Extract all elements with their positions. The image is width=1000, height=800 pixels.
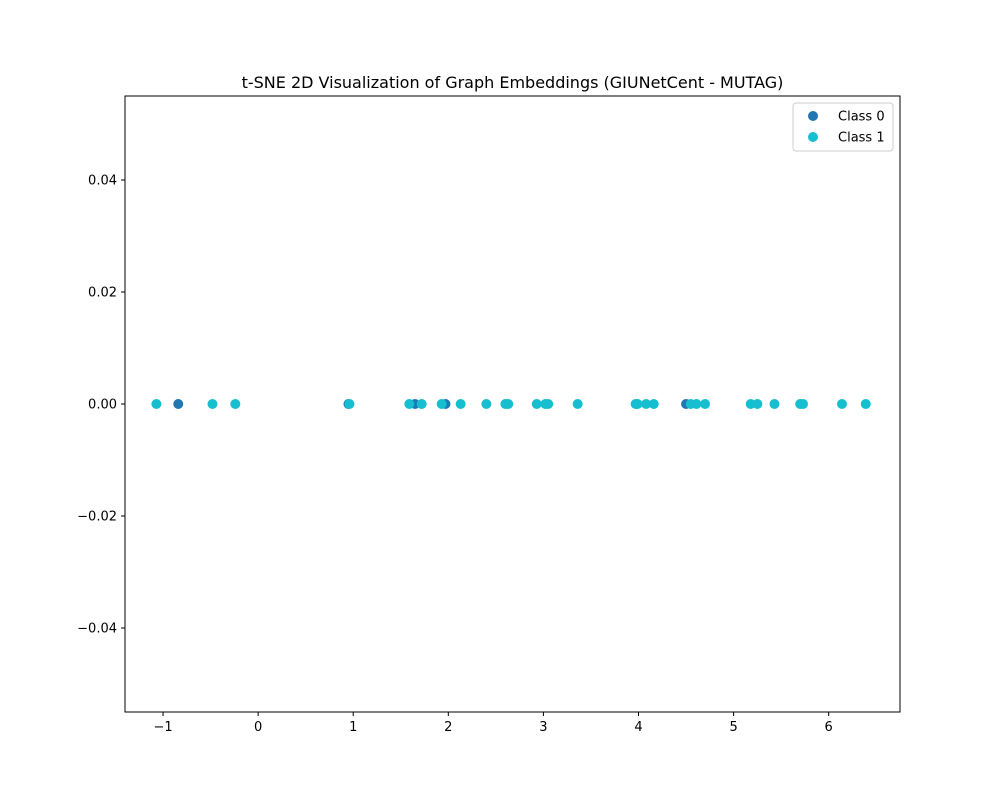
scatter-point-class-1-6 (436, 399, 447, 409)
legend-marker-class-1 (808, 132, 818, 142)
legend: Class 0 Class 1 (792, 102, 894, 152)
scatter-point-class-1-27 (836, 399, 847, 409)
scatter-point-class-1-10 (503, 399, 514, 409)
scatter-point-class-1-0 (151, 399, 162, 409)
x-tick-label: 3 (539, 720, 547, 735)
scatter-point-class-1-14 (572, 399, 583, 409)
scatter-point-class-1-7 (455, 399, 466, 409)
scatter-point-class-1-18 (648, 399, 659, 409)
x-tick-label: 5 (729, 720, 737, 735)
scatter-point-class-1-8 (481, 399, 492, 409)
scatter-point-class-1-26 (798, 399, 809, 409)
y-tick-label: 0.04 (88, 174, 117, 189)
y-tick-label: 0.02 (88, 286, 117, 301)
scatter-point-class-1-23 (752, 399, 763, 409)
scatter-point-class-1-4 (404, 399, 415, 409)
x-axis: −1 0 1 2 3 4 5 6 (153, 712, 833, 735)
scatter-point-class-1-1 (207, 399, 218, 409)
x-tick-label: 2 (444, 720, 452, 735)
scatter-point-class-1-17 (641, 399, 652, 409)
chart-title: t-SNE 2D Visualization of Graph Embeddin… (242, 73, 784, 92)
scatter-point-class-1-20 (691, 399, 702, 409)
x-tick-label: 1 (349, 720, 357, 735)
y-tick-label: −0.04 (77, 622, 117, 637)
scatter-point-class-1-2 (230, 399, 241, 409)
scatter-point-class-1-5 (416, 399, 427, 409)
plot-frame (124, 95, 901, 713)
scatter-point-class-0-0 (173, 399, 184, 409)
scatter-point-class-1-28 (860, 399, 871, 409)
x-tick-label: 4 (634, 720, 642, 735)
scatter-point-class-1-11 (531, 399, 542, 409)
scatter-point-class-1-13 (543, 399, 554, 409)
x-tick-label: −1 (153, 720, 172, 735)
scatter-point-class-1-3 (344, 399, 355, 409)
points-layer (151, 399, 871, 409)
legend-label-class-0: Class 0 (838, 110, 885, 125)
legend-marker-class-0 (808, 111, 818, 121)
legend-box (792, 102, 894, 152)
y-axis: 0.04 0.02 0.00 −0.02 −0.04 (77, 174, 125, 637)
scatter-point-class-1-16 (632, 399, 643, 409)
y-tick-label: 0.00 (88, 398, 117, 413)
x-tick-label: 0 (254, 720, 262, 735)
x-tick-label: 6 (825, 720, 833, 735)
legend-label-class-1: Class 1 (838, 131, 885, 146)
scatter-point-class-1-24 (769, 399, 780, 409)
y-tick-label: −0.02 (77, 510, 117, 525)
scatter-point-class-1-21 (700, 399, 711, 409)
